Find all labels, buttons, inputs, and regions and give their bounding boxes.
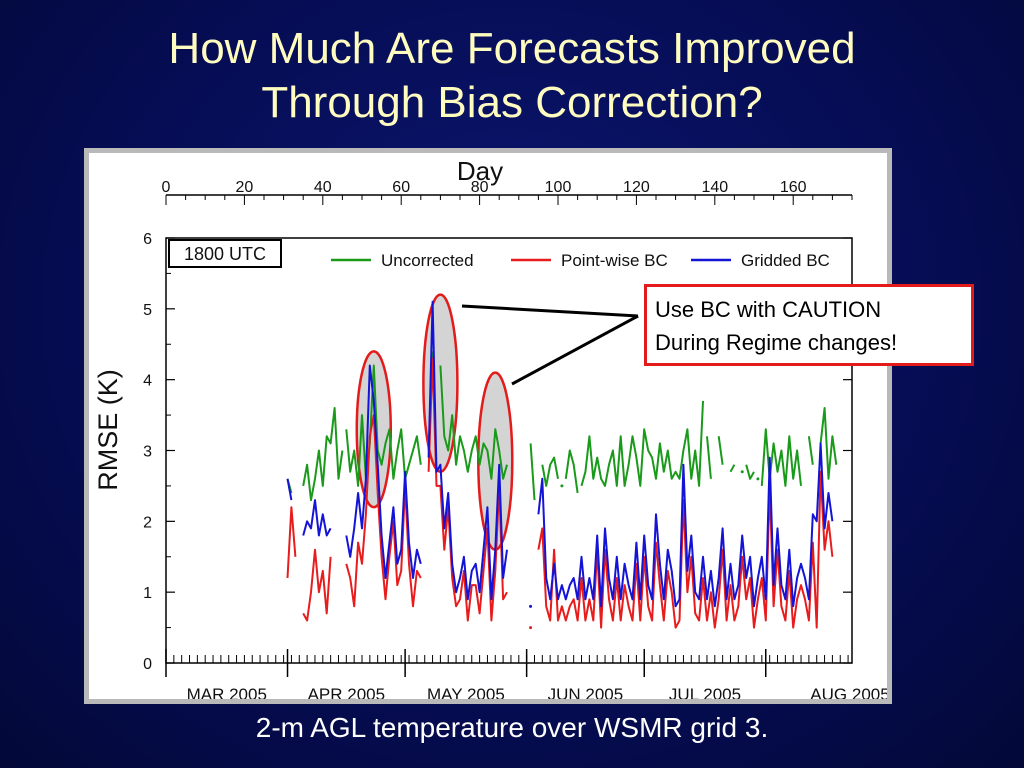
series-line-gridded: [302, 499, 332, 537]
series-line-pointwise: [537, 470, 834, 629]
series-line-uncorrected: [717, 436, 724, 465]
slide-caption: 2-m AGL temperature over WSMR grid 3.: [255, 712, 769, 743]
y-axis-tick-label: 6: [143, 231, 152, 248]
series-line-uncorrected: [564, 449, 579, 494]
series-line-pointwise: [345, 414, 422, 608]
month-label: APR 2005: [308, 685, 386, 699]
slide-title: How Much Are Forecasts Improved Through …: [0, 22, 1024, 130]
series-line-uncorrected: [819, 407, 838, 480]
top-axis-tick-label: 60: [392, 179, 410, 196]
top-axis-tick-label: 0: [162, 179, 171, 196]
series-point-uncorrected: [756, 477, 760, 481]
y-axis-tick-label: 5: [143, 302, 152, 319]
series-line-uncorrected: [541, 456, 559, 487]
y-axis-tick-label: 1: [143, 585, 152, 602]
month-label: AUG 2005: [810, 685, 887, 699]
top-axis-tick-label: 140: [701, 179, 728, 196]
series-line-gridded: [286, 478, 293, 501]
regime-change-highlight-ring: [477, 371, 514, 551]
legend: Uncorrected Point-wise BC Gridded BC: [331, 251, 830, 270]
series-line-uncorrected: [345, 364, 422, 487]
callout-line2: During Regime changes!: [655, 330, 898, 355]
slide-title-line2: Through Bias Correction?: [261, 78, 763, 127]
series-line-uncorrected: [760, 428, 802, 487]
legend-label-uncorrected: Uncorrected: [381, 251, 474, 270]
series-point-uncorrected: [560, 484, 564, 488]
top-axis-tick-label: 100: [545, 179, 572, 196]
slide-title-line1: How Much Are Forecasts Improved: [168, 24, 856, 73]
callout-line1: Use BC with CAUTION: [655, 297, 882, 322]
legend-label-pointwise: Point-wise BC: [561, 251, 668, 270]
caution-callout: Use BC with CAUTION During Regime change…: [644, 284, 974, 366]
y-axis-tick-label: 2: [143, 514, 152, 531]
series-point-pointwise: [529, 626, 533, 630]
legend-label-gridded: Gridded BC: [741, 251, 830, 270]
series-line-uncorrected: [729, 464, 736, 473]
y-axis-title: RMSE (K): [93, 369, 123, 491]
top-axis-tick-label: 40: [314, 179, 332, 196]
y-axis-tick-label: 4: [143, 373, 152, 390]
series-point-uncorrected: [740, 470, 744, 474]
series-line-uncorrected: [529, 443, 536, 501]
series-line-pointwise: [302, 548, 332, 622]
series-line-uncorrected: [706, 436, 712, 479]
series-line-gridded: [537, 442, 834, 608]
top-axis-tick-label: 160: [780, 179, 807, 196]
month-label: JUL 2005: [669, 685, 741, 699]
top-axis-tick-label: 80: [471, 179, 489, 196]
y-axis-tick-label: 3: [143, 444, 152, 461]
panel-label: 1800 UTC: [184, 244, 266, 264]
series-line-uncorrected: [807, 436, 814, 465]
month-label: MAY 2005: [427, 685, 505, 699]
series-line-pointwise: [427, 357, 508, 622]
top-axis-tick-label: 120: [623, 179, 650, 196]
panel-label-box: 1800 UTC: [168, 239, 282, 268]
series-point-gridded: [529, 604, 533, 608]
month-label: JUN 2005: [548, 685, 624, 699]
series-line-pointwise: [286, 506, 297, 579]
y-axis-tick-label: 0: [143, 656, 152, 673]
series-line-gridded: [427, 300, 508, 601]
top-axis-tick-label: 20: [236, 179, 254, 196]
series-line-uncorrected: [580, 400, 704, 487]
month-label: MAR 2005: [187, 685, 267, 699]
rmse-chart: 0 20 40 60 80 100 120 140 160 0 1 2 3 4 5 6 MAR 2005 APR …: [89, 153, 890, 704]
series-line-uncorrected: [745, 464, 755, 480]
series-line-uncorrected: [439, 365, 508, 480]
series-line-gridded: [345, 364, 422, 579]
chart-frame: 0 20 40 60 80 100 120 140 160 0 1 2 3 4 5 6 MAR 2005 APR …: [84, 148, 892, 704]
top-axis-title: Day: [457, 156, 503, 186]
series-line-uncorrected: [302, 407, 344, 502]
